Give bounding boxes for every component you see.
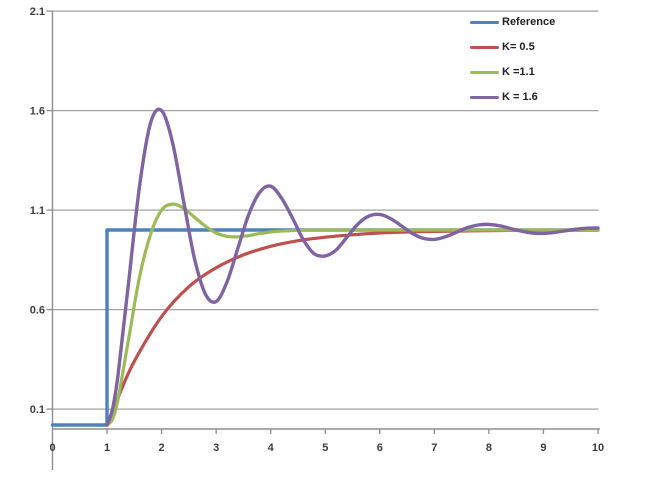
series-line-reference (50, 228, 600, 427)
x-tick-label: 6 (377, 442, 383, 454)
legend-item-reference: Reference (470, 10, 555, 35)
x-tick-label: 9 (540, 442, 546, 454)
y-tick-label: 1.1 (30, 205, 45, 217)
legend-swatch-reference (470, 20, 499, 25)
legend-label-reference: Reference (502, 16, 556, 28)
y-tick-label: 0.6 (30, 305, 45, 317)
series-line-k-1-6 (105, 107, 600, 427)
legend-swatch-k05 (470, 45, 499, 50)
legend-swatch-k11 (470, 70, 499, 75)
legend-swatch-k16 (470, 95, 499, 100)
legend-item-k11: K =1.1 (470, 60, 555, 85)
x-tick-label: 4 (268, 442, 275, 454)
series-line-k-1-1 (105, 202, 600, 427)
legend: Reference K= 0.5 K =1.1 K = 1.6 (470, 10, 555, 110)
x-tick-label: 8 (486, 442, 492, 454)
x-tick-label: 0 (49, 442, 55, 454)
x-tick-label: 1 (104, 442, 110, 454)
x-tick-label: 2 (159, 442, 165, 454)
legend-item-k16: K = 1.6 (470, 85, 555, 110)
x-tick-label: 5 (322, 442, 328, 454)
legend-item-k05: K= 0.5 (470, 35, 555, 60)
y-tick-label: 1.6 (30, 106, 45, 118)
legend-label-k05: K= 0.5 (502, 41, 535, 53)
x-tick-label: 7 (431, 442, 437, 454)
series-line-k-0-5 (105, 228, 600, 427)
legend-label-k16: K = 1.6 (502, 91, 538, 103)
x-tick-label: 10 (592, 442, 604, 454)
x-tick-label: 3 (213, 442, 219, 454)
y-tick-label: 2.1 (30, 6, 45, 18)
legend-label-k11: K =1.1 (502, 66, 535, 78)
y-tick-label: 0.1 (30, 404, 45, 416)
